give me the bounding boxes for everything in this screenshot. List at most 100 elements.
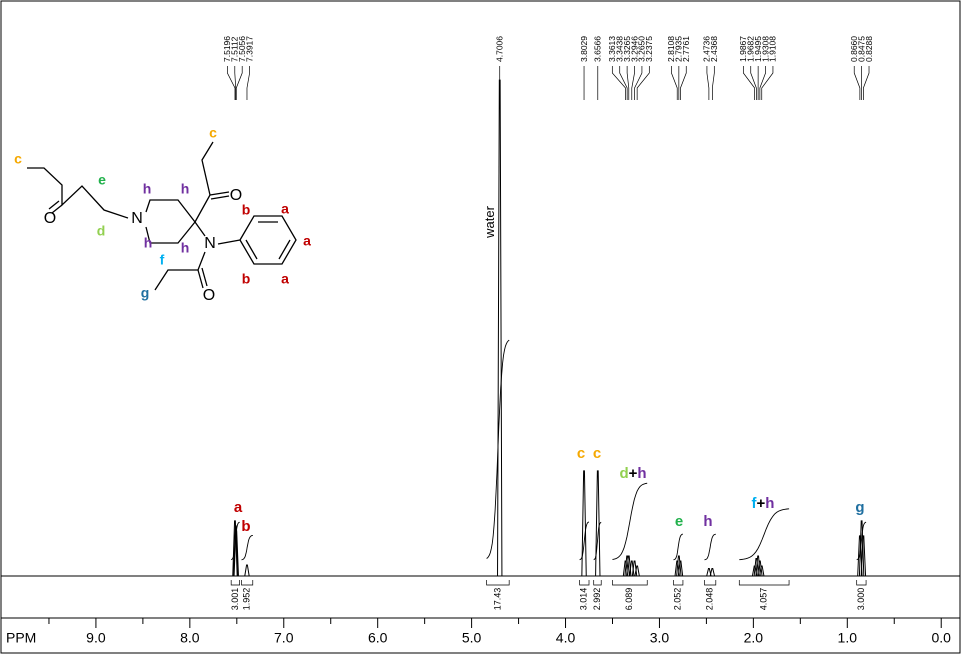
annotation-part: c — [577, 445, 585, 462]
peak-leader — [706, 66, 710, 100]
annotation-part: h — [765, 495, 774, 512]
integral-bracket — [856, 580, 867, 586]
integral-label: 2.048 — [705, 588, 715, 611]
peak — [677, 560, 684, 577]
peak-leader — [636, 66, 650, 100]
x-tick-label: 1.0 — [838, 630, 858, 646]
annotation: water — [482, 205, 497, 238]
peak-label: 3.3265 — [622, 36, 632, 62]
peak-leader — [631, 66, 635, 100]
atom-label: N — [204, 235, 216, 252]
x-tick-label: 5.0 — [462, 630, 482, 646]
peak-label: 2.4736 — [702, 36, 712, 62]
annotation-part: water — [482, 205, 497, 238]
proton-label: b — [242, 271, 251, 287]
peak-label: 2.7761 — [681, 36, 691, 62]
peak — [624, 555, 630, 577]
integral-label: 3.001 — [230, 588, 240, 611]
peak-label: 7.5112 — [230, 36, 240, 62]
peak — [676, 555, 682, 577]
proton-label: h — [181, 240, 190, 256]
integral-curve — [231, 521, 240, 561]
peak-label: 0.8288 — [864, 36, 874, 62]
annotation-part: d — [619, 465, 628, 482]
annotation: c — [593, 445, 601, 462]
peak — [497, 79, 503, 577]
peak — [232, 520, 238, 577]
peak-leader — [619, 66, 628, 100]
peak-label: 1.9108 — [768, 36, 778, 62]
annotation: g — [855, 499, 864, 516]
integral-bracket — [612, 580, 648, 586]
peak-label: 7.3917 — [244, 36, 254, 62]
annotation-part: h — [703, 513, 712, 530]
proton-label: g — [141, 285, 150, 301]
peak-label: 1.9682 — [745, 36, 755, 62]
peak-label: 4.7006 — [494, 36, 504, 62]
proton-label: e — [98, 172, 106, 188]
x-tick-label: 4.0 — [556, 630, 576, 646]
peak-label: 1.9867 — [738, 36, 748, 62]
integral-bracket — [579, 580, 590, 586]
annotation: c — [577, 445, 585, 462]
annotation-part: c — [593, 445, 601, 462]
annotation: f+h — [752, 495, 775, 512]
annotation-part: b — [241, 518, 250, 535]
peak-leader — [853, 66, 861, 100]
peak — [626, 555, 632, 577]
peak — [634, 565, 640, 577]
proton-label: a — [303, 233, 311, 249]
x-tick-label: 3.0 — [650, 630, 670, 646]
annotation-part: + — [757, 495, 766, 512]
peak-label: 3.2650 — [637, 36, 647, 62]
x-tick-label: 6.0 — [368, 630, 388, 646]
peak-label: 3.2375 — [644, 36, 654, 62]
annotation: d+h — [619, 465, 646, 482]
annotation-part: f — [752, 495, 758, 512]
integral-bracket — [230, 580, 240, 586]
integral-label: 3.000 — [856, 588, 866, 611]
peak-label: 3.8029 — [579, 36, 589, 62]
peak-leader — [634, 66, 643, 100]
integral-label: 4.057 — [759, 588, 769, 611]
peak-leader — [234, 66, 237, 100]
peak — [581, 470, 587, 577]
integral-label: 2.992 — [592, 588, 602, 611]
peak-leader — [711, 66, 715, 100]
integral-bracket — [486, 580, 510, 586]
annotation: b — [241, 518, 250, 535]
annotation-part: a — [234, 499, 243, 516]
integral-curve — [673, 533, 684, 561]
peak — [857, 535, 863, 577]
peak — [759, 565, 765, 577]
peak-label: 3.2946 — [629, 36, 639, 62]
atom-label: O — [230, 187, 242, 204]
peak-leader — [235, 66, 243, 100]
integral-curve — [704, 533, 716, 561]
integral-label: 6.089 — [624, 588, 634, 611]
proton-label: h — [143, 181, 152, 197]
integral-bracket — [704, 580, 717, 586]
atom-label: N — [131, 210, 143, 227]
peak-leader — [761, 66, 774, 100]
proton-label: f — [160, 252, 165, 268]
peak-label: 0.8660 — [849, 36, 859, 62]
integral-bracket — [738, 580, 790, 586]
integral-bracket — [241, 580, 254, 586]
peak-leader — [863, 66, 870, 100]
proton-label: a — [281, 201, 289, 217]
peak — [674, 560, 680, 577]
atom-label: O — [44, 210, 56, 227]
structure-bonds — [27, 141, 297, 291]
peak-leader — [671, 66, 678, 100]
x-tick-label: 2.0 — [744, 630, 764, 646]
annotation-part: g — [855, 499, 864, 516]
peak-label: 7.5196 — [222, 36, 232, 62]
proton-label: a — [281, 271, 289, 287]
peak — [595, 470, 601, 577]
proton-label: c — [14, 151, 22, 167]
peak-leader — [227, 66, 236, 100]
peak-leader — [611, 66, 626, 100]
